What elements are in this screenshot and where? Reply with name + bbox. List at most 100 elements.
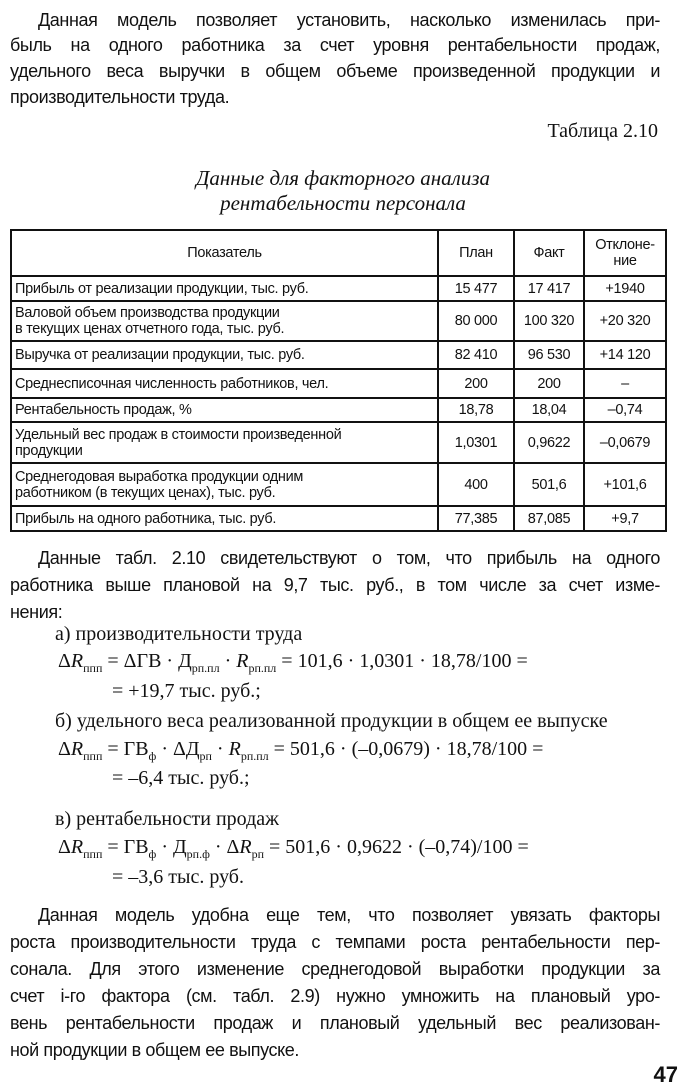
table-title: рентабельности персонала bbox=[220, 191, 466, 215]
formula-part: R bbox=[228, 738, 241, 760]
plan-cell: 400 bbox=[437, 462, 515, 507]
table-row: Рентабельность продаж, % 18,78 18,04 –0,74 bbox=[10, 397, 667, 423]
formula: ΔRппп = ΔГВ · Дрп.пл · Rрп.пл = 101,6 · … bbox=[58, 650, 528, 676]
fact-cell: 96 530 bbox=[513, 340, 585, 370]
indicator-cell: Выручка от реализации продукции, тыс. ру… bbox=[10, 340, 439, 370]
fact-cell: 501,6 bbox=[513, 462, 585, 507]
item-label: б) удельного веса реализованной продукци… bbox=[55, 710, 608, 732]
formula-part: = 501,6 · 0,9622 · (–0,74)/100 = bbox=[264, 836, 529, 858]
fact-cell: 100 320 bbox=[513, 300, 585, 342]
formula-part: рп.ф bbox=[186, 847, 210, 861]
deviation-cell: +14 120 bbox=[583, 340, 667, 370]
formula-part: R bbox=[70, 650, 84, 672]
formula-part: ф bbox=[148, 749, 157, 763]
fact-cell: 0,9622 bbox=[513, 421, 585, 464]
fact-cell: 17 417 bbox=[513, 275, 585, 302]
column-header: План bbox=[437, 229, 515, 277]
fact-cell: 87,085 bbox=[513, 505, 585, 532]
table-row: Прибыль на одного работника, тыс. руб. 77… bbox=[10, 505, 667, 532]
indicator-cell: Среднесписочная численность работников, … bbox=[10, 368, 439, 399]
formula: ΔRппп = ГВф · ΔДрп · Rрп.пл = 501,6 · (–… bbox=[58, 738, 543, 764]
formula-part: ппп bbox=[83, 661, 103, 675]
formula-result: = –6,4 тыс. руб.; bbox=[112, 767, 250, 789]
fact-cell: 18,04 bbox=[513, 397, 585, 423]
plan-cell: 18,78 bbox=[437, 397, 515, 423]
formula-part: · ΔД bbox=[156, 738, 200, 760]
table-caption: Таблица 2.10 bbox=[547, 120, 658, 142]
deviation-cell: +101,6 bbox=[583, 462, 667, 507]
table-row: Среднегодовая выработка продукции одним … bbox=[10, 462, 667, 507]
formula-part: Δ bbox=[58, 836, 71, 858]
formula-part: ппп bbox=[83, 847, 103, 861]
formula: ΔRппп = ГВф · Дрп.ф · ΔRрп = 501,6 · 0,9… bbox=[58, 836, 529, 862]
formula-part: рп bbox=[251, 847, 265, 861]
deviation-cell: +1940 bbox=[583, 275, 667, 302]
indicator-cell: Прибыль от реализации продукции, тыс. ру… bbox=[10, 275, 439, 302]
text-line: Данные табл. 2.10 свидетельствуют о том,… bbox=[38, 548, 660, 568]
text-line: производительности труда. bbox=[10, 87, 230, 107]
formula-part: = ГВ bbox=[102, 836, 149, 858]
plan-cell: 77,385 bbox=[437, 505, 515, 532]
text-line: сонала. Для этого изменение среднегодово… bbox=[10, 959, 660, 979]
formula-part: ппп bbox=[83, 749, 103, 763]
indicator-cell: Валовой объем производства продукции в т… bbox=[10, 300, 439, 342]
item-label: в) рентабельности продаж bbox=[55, 808, 279, 830]
formula-result: = –3,6 тыс. руб. bbox=[112, 866, 244, 888]
formula-part: = ΔГВ · Д bbox=[102, 650, 192, 672]
formula-part: Δ bbox=[58, 738, 71, 760]
formula-part: R bbox=[70, 738, 84, 760]
formula-part: · bbox=[211, 738, 229, 760]
formula-part: рп.пл bbox=[248, 661, 277, 675]
plan-cell: 1,0301 bbox=[437, 421, 515, 464]
table-row: Удельный вес продаж в стоимости произвед… bbox=[10, 421, 667, 464]
fact-cell: 200 bbox=[513, 368, 585, 399]
formula-part: R bbox=[236, 650, 249, 672]
page-number: 47 bbox=[653, 1062, 678, 1087]
plan-cell: 82 410 bbox=[437, 340, 515, 370]
formula-part: рп bbox=[199, 749, 212, 763]
text-line: работника выше плановой на 9,7 тыс. руб.… bbox=[10, 575, 660, 595]
text-line: удельного веса выручки в общем объеме пр… bbox=[10, 61, 660, 81]
text-line: быль на одного работника за счет уровня … bbox=[10, 35, 660, 55]
formula-part: рп.пл bbox=[240, 749, 269, 763]
table-row: Валовой объем производства продукции в т… bbox=[10, 300, 667, 342]
plan-cell: 15 477 bbox=[437, 275, 515, 302]
formula-part: ф bbox=[148, 847, 157, 861]
text-line: ной продукции в общем ее выпуске. bbox=[10, 1040, 300, 1060]
formula-part: · Д bbox=[156, 836, 187, 858]
formula-part: Δ bbox=[58, 650, 71, 672]
column-header: Отклоне- ние bbox=[583, 229, 667, 277]
column-header: Факт bbox=[513, 229, 585, 277]
table-row: Прибыль от реализации продукции, тыс. ру… bbox=[10, 275, 667, 302]
indicator-cell: Среднегодовая выработка продукции одним … bbox=[10, 462, 439, 507]
deviation-cell: +9,7 bbox=[583, 505, 667, 532]
table-row: Выручка от реализации продукции, тыс. ру… bbox=[10, 340, 667, 370]
formula-part: = ГВ bbox=[102, 738, 149, 760]
factor-analysis-table: Показатель План Факт Отклоне- ние Прибыль о… bbox=[10, 229, 667, 532]
deviation-cell: –0,0679 bbox=[583, 421, 667, 464]
indicator-cell: Прибыль на одного работника, тыс. руб. bbox=[10, 505, 439, 532]
text-line: Данная модель позволяет установить, наск… bbox=[38, 10, 660, 30]
formula-part: · Δ bbox=[209, 836, 240, 858]
column-header: Показатель bbox=[10, 229, 439, 277]
formula-part: R bbox=[239, 836, 252, 858]
formula-part: рп.пл bbox=[191, 661, 220, 675]
formula-part: = 101,6 · 1,0301 · 18,78/100 = bbox=[276, 650, 528, 672]
indicator-cell: Удельный вес продаж в стоимости произвед… bbox=[10, 421, 439, 464]
deviation-cell: +20 320 bbox=[583, 300, 667, 342]
text-line: нения: bbox=[10, 602, 63, 622]
text-line: счет i-го фактора (см. табл. 2.9) нужно … bbox=[10, 986, 660, 1006]
formula-part: · bbox=[219, 650, 237, 672]
indicator-cell: Рентабельность продаж, % bbox=[10, 397, 439, 423]
deviation-cell: –0,74 bbox=[583, 397, 667, 423]
formula-result: = +19,7 тыс. руб.; bbox=[112, 680, 261, 702]
table-title: Данные для факторного анализа bbox=[195, 166, 491, 190]
text-line: вень рентабельности продаж и плановый уд… bbox=[10, 1013, 660, 1033]
text-line: роста производительности труда с темпами… bbox=[10, 932, 660, 952]
item-label: а) производительности труда bbox=[55, 623, 303, 645]
text-line: Данная модель удобна еще тем, что позвол… bbox=[38, 905, 660, 925]
deviation-cell: – bbox=[583, 368, 667, 399]
plan-cell: 80 000 bbox=[437, 300, 515, 342]
table-row: Среднесписочная численность работников, … bbox=[10, 368, 667, 399]
formula-part: R bbox=[70, 836, 84, 858]
